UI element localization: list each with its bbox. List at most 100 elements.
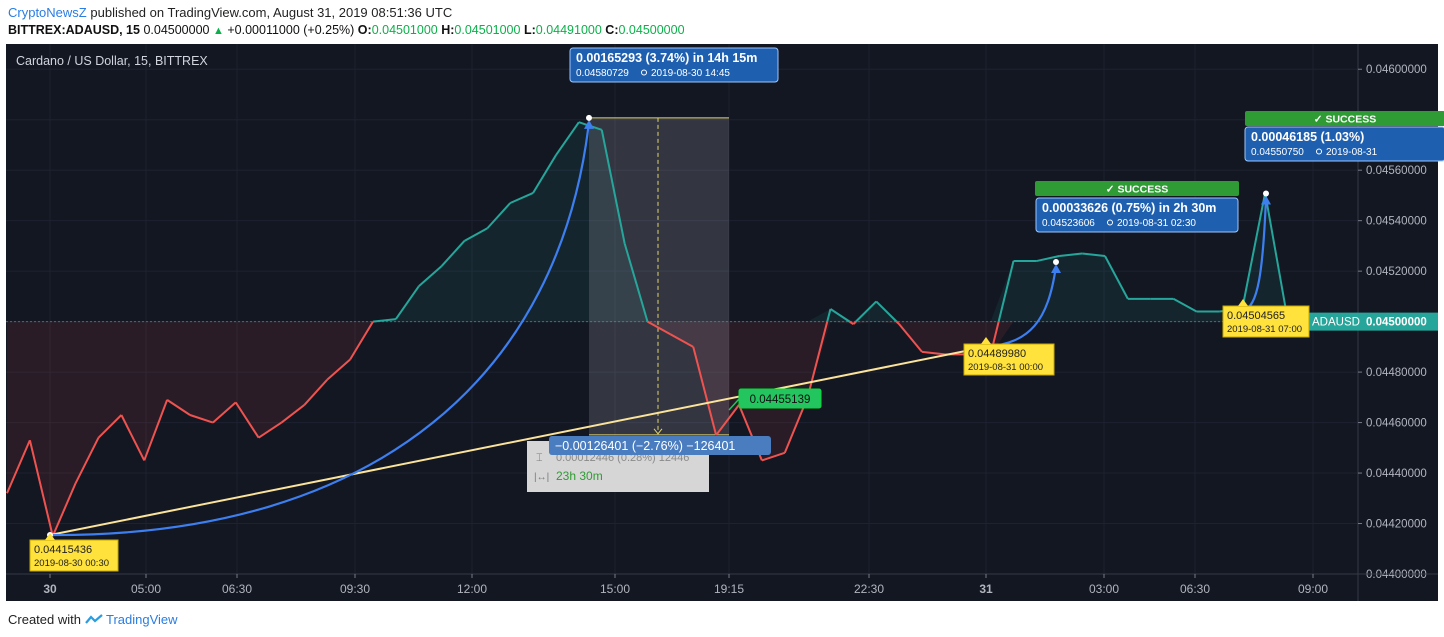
green-price-tag-box xyxy=(738,388,822,409)
low-label: L: xyxy=(523,23,536,37)
x-tick-label: 09:00 xyxy=(1298,582,1328,596)
publish-info: CryptoNewsZ published on TradingView.com… xyxy=(8,5,452,20)
price-segment xyxy=(669,333,694,348)
clock-icon xyxy=(1107,219,1113,226)
price-segment xyxy=(829,308,851,323)
price-segment xyxy=(326,358,351,381)
close-value: 0.04500000 xyxy=(618,23,685,37)
price-segment xyxy=(1104,255,1129,300)
clock-icon xyxy=(641,69,647,76)
x-tick-label: 15:00 xyxy=(600,582,630,596)
point-label-1-price: 0.04415436 xyxy=(34,544,92,556)
y-tick-label: 0.04480000 xyxy=(1366,367,1427,379)
x-tick-label: 31 xyxy=(979,582,993,596)
price-segment xyxy=(1036,255,1060,263)
price-segment xyxy=(189,414,214,424)
success-label-1-box xyxy=(1035,197,1239,233)
price-segment xyxy=(623,243,649,322)
price-segment xyxy=(555,121,580,156)
price-segment xyxy=(921,350,945,356)
success-badge-2-box xyxy=(1245,111,1444,126)
success-label-2-text: 0.00046185 (1.03%) xyxy=(1251,130,1364,144)
clock-icon xyxy=(1316,148,1322,155)
measure-down-text: −0.00126401 (−2.76%) −126401 xyxy=(555,439,735,453)
anchor-point xyxy=(586,114,592,121)
x-tick-label: 19:15 xyxy=(714,582,744,596)
success-badge-1: ✓ SUCCESS xyxy=(1035,181,1239,196)
chart-background xyxy=(6,44,1438,601)
point-label-2-pointer xyxy=(981,337,991,344)
price-segment xyxy=(715,404,740,436)
price-segment xyxy=(372,318,396,323)
price-segment xyxy=(875,300,898,323)
measure-arrow-icon xyxy=(653,428,663,435)
green-price-tag-pointer xyxy=(728,398,740,411)
price-segment xyxy=(440,240,466,267)
change-value: +0.00011000 (+0.25%) xyxy=(227,23,355,37)
x-tick-label: 09:30 xyxy=(340,582,370,596)
price-segment xyxy=(1241,192,1267,310)
price-segment xyxy=(1173,298,1197,313)
price-tag-box xyxy=(1309,312,1438,331)
tradingview-link[interactable]: TradingView xyxy=(106,612,178,627)
measure-duration: 23h 30m xyxy=(556,469,603,483)
arc-arrow-icon xyxy=(1261,195,1271,205)
low-value: 0.04491000 xyxy=(535,23,602,37)
price-segment xyxy=(600,129,626,244)
success-label-1-price: 0.04523606 xyxy=(1042,218,1095,229)
point-label-2-time: 2019-08-31 00:00 xyxy=(968,362,1043,373)
x-tick-label: 03:00 xyxy=(1089,582,1119,596)
price-segment xyxy=(212,401,237,424)
price-segment xyxy=(28,440,54,537)
point-label-3-price: 0.04504565 xyxy=(1227,310,1285,322)
point-label-3-pointer xyxy=(1238,299,1248,306)
measure-range-box xyxy=(589,117,729,435)
price-segment xyxy=(97,414,123,439)
price-segment xyxy=(898,323,923,353)
author-link[interactable]: CryptoNewsZ xyxy=(8,5,87,20)
point-label-3: 0.04504565 2019-08-31 07:00 xyxy=(1222,305,1310,338)
point-label-3-time: 2019-08-31 07:00 xyxy=(1227,324,1302,335)
chart-title: Cardano / US Dollar, 15, BITTREX xyxy=(16,54,208,68)
x-tick-label: 30 xyxy=(43,582,57,596)
price-segment xyxy=(464,227,488,242)
point-label-1-time: 2019-08-30 00:30 xyxy=(34,558,109,569)
measure-up-label-time: 2019-08-30 14:45 xyxy=(651,68,730,79)
open-value: 0.04501000 xyxy=(371,23,438,37)
price-segment xyxy=(234,401,260,439)
price-segment xyxy=(826,308,832,322)
success-label-2-box xyxy=(1244,126,1444,162)
y-tick-label: 0.04600000 xyxy=(1366,64,1427,76)
tradingview-logo-icon xyxy=(84,614,103,624)
y-tick-label: 0.04440000 xyxy=(1366,468,1427,480)
arc-arrow-icon xyxy=(584,119,594,129)
y-tick-label: 0.04560000 xyxy=(1366,165,1427,177)
price-segment xyxy=(647,320,671,336)
price-segment xyxy=(761,451,786,462)
success-label-2: 0.00046185 (1.03%) 0.04550750 2019-08-31 xyxy=(1244,126,1444,162)
success-label-1-time: 2019-08-31 02:30 xyxy=(1117,218,1196,229)
success-badge-1-box xyxy=(1035,181,1239,196)
price-segment xyxy=(849,320,854,325)
point-label-2-box xyxy=(963,343,1055,376)
success-label-2-time: 2019-08-31 xyxy=(1326,147,1378,158)
anchor-point xyxy=(1263,190,1269,197)
price-segment xyxy=(895,320,900,325)
success-label-1-text: 0.00033626 (0.75%) in 2h 30m xyxy=(1042,201,1216,215)
success-badge-1-text: ✓ SUCCESS xyxy=(1106,184,1168,196)
success-label-1: 0.00033626 (0.75%) in 2h 30m 0.04523606 20… xyxy=(1035,197,1239,233)
point-label-2-price: 0.04489980 xyxy=(968,348,1026,360)
ohlc-bar: BITTREX:ADAUSD, 15 0.04500000 ▲ +0.00011… xyxy=(8,23,685,37)
price-chart[interactable]: Cardano / US Dollar, 15, BITTREX 0.04400… xyxy=(0,44,1444,601)
price-tag-value: 0.04500000 xyxy=(1366,317,1427,329)
price-segment xyxy=(486,202,511,229)
up-arrow-icon: ▲ xyxy=(212,25,224,37)
price-segment xyxy=(692,346,718,436)
measure-up-label-text: 0.00165293 (3.74%) in 14h 15m xyxy=(576,51,757,65)
duration-icon: |↔| xyxy=(534,472,549,483)
price-segment xyxy=(258,421,283,439)
price-segment xyxy=(51,482,77,537)
point-label-3-box xyxy=(1222,305,1310,338)
high-label: H: xyxy=(441,23,455,37)
footer: Created with TradingView xyxy=(8,612,178,627)
